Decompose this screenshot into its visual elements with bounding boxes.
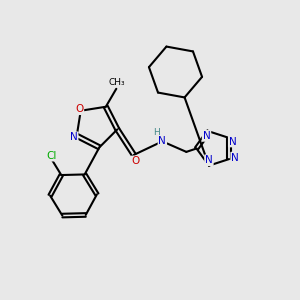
Text: N: N [158,136,166,146]
Text: N: N [70,132,78,142]
Text: N: N [229,136,236,146]
Text: H: H [154,128,160,137]
Text: Cl: Cl [46,151,57,160]
Text: N: N [205,155,213,165]
Text: CH₃: CH₃ [109,78,125,87]
Text: O: O [75,104,83,114]
Text: O: O [131,157,140,166]
Text: N: N [231,153,239,163]
Text: N: N [203,131,210,141]
